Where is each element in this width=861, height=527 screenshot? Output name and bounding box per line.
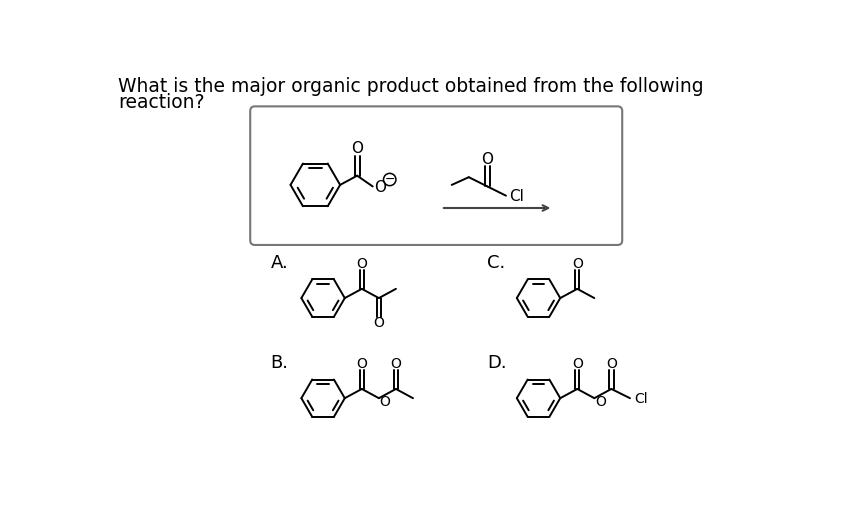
- Text: D.: D.: [487, 354, 507, 372]
- Text: reaction?: reaction?: [119, 93, 205, 112]
- Text: Cl: Cl: [510, 189, 524, 204]
- Text: O: O: [606, 357, 616, 372]
- Text: B.: B.: [270, 354, 288, 372]
- Text: O: O: [356, 257, 368, 271]
- Text: O: O: [380, 395, 391, 409]
- Text: O: O: [351, 141, 363, 156]
- Text: A.: A.: [270, 254, 288, 272]
- Text: What is the major organic product obtained from the following: What is the major organic product obtain…: [119, 77, 704, 96]
- Text: O: O: [374, 316, 384, 330]
- Text: O: O: [481, 152, 493, 167]
- Text: C.: C.: [487, 254, 505, 272]
- Text: O: O: [374, 180, 386, 194]
- Text: O: O: [595, 395, 606, 409]
- Text: O: O: [356, 357, 368, 372]
- Text: Cl: Cl: [634, 392, 647, 406]
- Text: −: −: [385, 173, 395, 186]
- FancyBboxPatch shape: [251, 106, 623, 245]
- Text: O: O: [572, 257, 583, 271]
- Text: O: O: [391, 357, 401, 372]
- Text: O: O: [572, 357, 583, 372]
